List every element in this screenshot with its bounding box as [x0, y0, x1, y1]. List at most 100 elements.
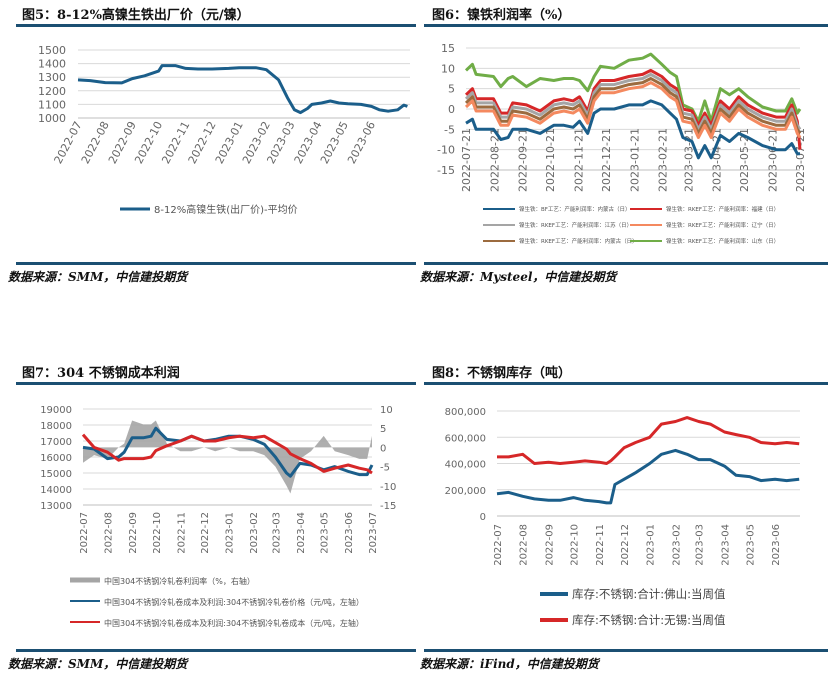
x-tick-label: 2023-04-21 — [711, 128, 724, 192]
legend-label: 镍生铁：BF工艺：产能利润率：内蒙古（日） — [519, 205, 630, 213]
y-tick-label: 15 — [441, 42, 455, 55]
title-rule — [424, 24, 828, 27]
series-line-1 — [82, 426, 374, 478]
x-tick-label: 2022-11-21 — [573, 128, 586, 192]
legend-item: 8-12%高镍生铁(出厂价)-平均价 — [120, 203, 298, 216]
y-tick-label: 400,000 — [445, 460, 486, 471]
x-tick-label: 2022-08 — [519, 524, 530, 566]
y-tick-label: 1300 — [38, 71, 66, 84]
c5-chart: 1500140013001200110010002022-072022-0820… — [38, 44, 410, 216]
y-tick-label: -10 — [437, 144, 455, 157]
y-tick-label: 600,000 — [445, 433, 486, 444]
x-tick-label: 2023-05 — [320, 512, 331, 554]
x-tick-label: 2023-02 — [249, 512, 260, 554]
y-tick-label: 19000 — [40, 405, 72, 416]
y-tick-label: -15 — [437, 164, 455, 177]
x-tick-label: 2023-02-21 — [657, 128, 670, 192]
legend-item: 镍生铁：RKEF工艺：产能利润率：福建（日） — [630, 205, 779, 213]
series-line-4 — [464, 81, 802, 139]
y2-tick-label: -10 — [380, 482, 396, 493]
title-rule — [16, 382, 416, 385]
legend-label: 中国304不锈钢冷轧卷成本及利润:304不锈钢冷轧卷成本（元/吨，左轴） — [104, 618, 364, 628]
x-tick-label: 2022-10-21 — [544, 128, 557, 192]
x-tick-label: 2022-09 — [128, 512, 139, 554]
y-tick-label: 1000 — [38, 112, 66, 125]
source-rule — [424, 649, 828, 652]
y-tick-label: 13000 — [40, 501, 72, 512]
legend-item: 镍生铁：RKEF工艺：产能利润率：辽宁（日） — [630, 221, 779, 229]
title-rule — [16, 24, 416, 27]
legend-label: 镍生铁：RKEF工艺：产能利润率：福建（日） — [666, 205, 779, 213]
series-line-0 — [77, 64, 408, 115]
c6-chart: 15 10 5 0 -5 -10 -15 2022-07-21 2022-08-21 2022-0… — [437, 42, 807, 245]
legend-item: 中国304不锈钢冷轧卷成本及利润:304不锈钢冷轧卷价格（元/吨，左轴） — [70, 597, 364, 607]
x-tick-label: 2023-07-21 — [794, 128, 807, 192]
x-tick-label: 2023-06 — [771, 524, 782, 566]
x-tick-label: 2022-12 — [200, 512, 211, 554]
figure-6-source: 数据来源：Mysteel，中信建投期货 — [420, 270, 617, 284]
x-tick-label: 2023-01 — [646, 524, 657, 566]
y-tick-label: 1400 — [38, 58, 66, 71]
x-tick-label: 2023-04 — [720, 524, 731, 566]
x-tick-label: 2022-09-21 — [517, 128, 530, 192]
series-line-1 — [497, 416, 800, 465]
legend-label: 库存:不锈钢:合计:无锡:当周值 — [572, 613, 726, 627]
x-tick-label: 2023-06 — [344, 512, 355, 554]
x-tick-label: 2022-11 — [176, 512, 187, 554]
legend-item: 镍生铁：BF工艺：产能利润率：内蒙古（日） — [483, 205, 630, 213]
legend-item: 库存:不锈钢:合计:无锡:当周值 — [540, 613, 726, 627]
x-tick-label: 2022-10 — [569, 524, 580, 566]
series-line-3 — [464, 77, 802, 135]
legend-item: 中国304不锈钢冷轧卷成本及利润:304不锈钢冷轧卷成本（元/吨，左轴） — [70, 618, 364, 628]
x-tick-label: 2023-05 — [745, 524, 756, 566]
series-area-0 — [83, 420, 372, 494]
figure-5-source: 数据来源：SMM，中信建投期货 — [8, 270, 188, 284]
series-line-2 — [81, 433, 373, 475]
y2-tick-label: 0 — [380, 443, 386, 454]
x-tick-label: 2022-08 — [104, 512, 115, 554]
title-rule — [424, 382, 828, 385]
series-line-2 — [464, 72, 802, 131]
figure-6-title: 图6：镍铁利润率（%） — [432, 8, 571, 23]
figure-7-title: 图7：304 不锈钢成本利润 — [22, 366, 180, 381]
legend-label: 镍生铁：RKEF工艺：产能利润率：辽宁（日） — [666, 221, 779, 229]
legend-label: 8-12%高镍生铁(出厂价)-平均价 — [154, 203, 298, 216]
figure-7-source: 数据来源：SMM，中信建投期货 — [8, 657, 188, 671]
x-tick-label: 2022-12-21 — [600, 128, 613, 192]
c7-chart: 19000 18000 17000 16000 15000 14000 13000 10 5 0 -… — [40, 405, 396, 628]
source-rule — [16, 649, 416, 652]
figure-5-title: 图5：8-12%高镍生铁出厂价（元/镍） — [22, 8, 250, 23]
x-tick-label: 2022-11 — [595, 524, 606, 566]
y-tick-label: 17000 — [40, 437, 72, 448]
legend-item: 镍生铁：RKEF工艺：产能利润率：山东（日） — [630, 237, 779, 245]
figure-8-title: 图8：不锈钢库存（吨） — [432, 366, 572, 381]
x-tick-label: 2023-01-21 — [628, 128, 641, 192]
source-rule — [16, 262, 416, 265]
y2-tick-label: -15 — [380, 501, 396, 512]
legend-label: 镍生铁：RKEF工艺：产能利润率：内蒙古（日） — [519, 237, 638, 245]
legend-label: 库存:不锈钢:合计:佛山:当周值 — [572, 587, 726, 601]
y-tick-label: 800,000 — [445, 407, 486, 418]
x-tick-label: 2023-03 — [271, 512, 282, 554]
y-tick-label: 1200 — [38, 85, 66, 98]
y2-tick-label: 5 — [380, 424, 386, 435]
legend-label: 镍生铁：RKEF工艺：产能利润率：山东（日） — [666, 237, 779, 245]
x-tick-label: 2023-01 — [225, 512, 236, 554]
y-tick-label: 10 — [441, 62, 455, 75]
y-tick-label: 0 — [480, 512, 486, 523]
figure-8-source: 数据来源：iFind，中信建投期货 — [420, 657, 599, 671]
source-rule — [424, 262, 828, 265]
x-tick-label: 2022-07 — [493, 524, 504, 566]
series-line-5 — [465, 99, 800, 160]
legend-item: 镍生铁：RKEF工艺：产能利润率：江苏（日） — [483, 221, 632, 229]
y-tick-label: 18000 — [40, 421, 72, 432]
legend-label: 镍生铁：RKEF工艺：产能利润率：江苏（日） — [519, 221, 632, 229]
x-tick-label: 2023-07 — [368, 512, 379, 554]
y-tick-label: 1500 — [38, 44, 66, 57]
legend-label: 中国304不锈钢冷轧卷利润率（%，右轴） — [104, 576, 255, 586]
y-tick-label: 16000 — [40, 453, 72, 464]
x-tick-label: 2022-08-21 — [488, 128, 501, 192]
x-tick-label: 2023-05-21 — [738, 128, 751, 192]
